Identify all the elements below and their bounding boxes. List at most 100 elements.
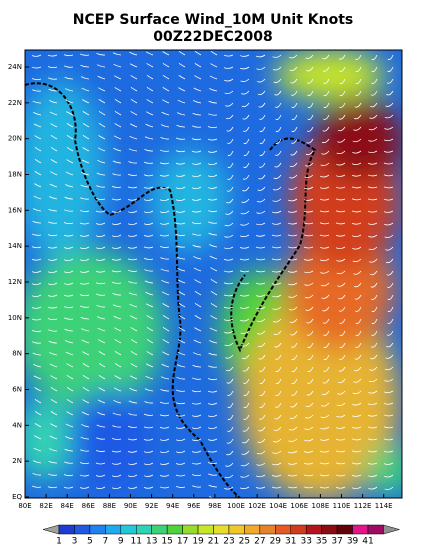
streamline [320,499,329,500]
streamline [25,91,26,92]
streamline [243,378,250,384]
streamline [143,486,154,489]
streamline [207,402,218,405]
streamline [192,244,202,248]
streamline [385,246,394,251]
streamline [63,234,74,237]
lat-label: EQ [12,493,22,501]
streamline [144,269,154,272]
streamline [175,198,186,201]
lon-label: 92E [145,502,158,510]
streamline [304,186,314,190]
streamline [223,246,234,250]
streamline [259,114,266,120]
streamline [159,234,170,237]
streamline [320,414,330,418]
streamline [130,338,138,344]
streamline [175,486,186,488]
streamline [336,150,346,155]
streamline [383,438,394,441]
streamline [31,294,42,297]
streamline [144,136,154,140]
streamline [275,114,282,120]
streamline [96,437,106,440]
streamline [241,198,250,203]
streamline [161,111,170,116]
streamline [367,462,378,465]
streamline [47,258,58,261]
streamline [129,375,138,380]
streamline [384,474,394,478]
streamline [31,330,42,332]
streamline [144,499,153,500]
streamline [258,102,266,108]
streamline [129,303,138,308]
colorbar: 1 3 5 7 9 11 13 15 17 19 21 23 25 27 29 31 33 35 37 39 41 [42,524,401,547]
streamline [82,99,90,104]
streamline [191,402,202,405]
streamline [128,499,137,500]
streamline [194,279,202,284]
streamline [128,292,138,296]
streamline [303,198,314,201]
streamline [114,339,122,344]
streamline [307,126,314,132]
streamline [371,294,378,300]
streamline [66,411,74,416]
streamline [127,186,138,189]
streamline [256,499,265,500]
streamline [82,122,90,128]
streamline [351,222,362,225]
streamline [288,426,298,431]
streamline [371,54,378,60]
streamline [208,352,218,356]
streamline [80,184,90,188]
streamline [34,135,42,140]
streamline [259,126,266,132]
streamline [25,114,26,115]
streamline [207,186,218,189]
streamline [25,307,26,308]
streamline [274,342,282,348]
streamline [305,162,314,167]
streamline [127,234,138,237]
streamline [291,138,298,144]
streamline [383,186,394,189]
streamline [352,402,362,406]
streamline [194,327,202,332]
streamline [178,339,186,344]
streamline [81,339,90,344]
streamline [239,294,250,297]
streamline [207,126,218,129]
streamline [258,354,266,360]
streamline [63,474,74,477]
streamline [353,114,362,120]
streamline [271,246,282,249]
streamline [303,222,314,225]
streamline [225,366,234,372]
streamline [275,378,282,384]
streamline [352,246,362,250]
streamline [63,282,74,285]
streamline [50,411,58,416]
streamline [274,150,282,156]
streamline [352,390,362,395]
streamline [383,138,394,142]
streamline [176,389,186,392]
colorbar-label: 39 [347,537,359,547]
streamline [322,126,330,132]
streamline [288,294,298,298]
streamline [95,486,106,489]
streamline [307,90,314,96]
streamline [323,90,330,96]
streamline [369,258,378,263]
streamline [66,147,74,152]
streamline [79,462,90,465]
streamline [323,366,330,372]
streamline [223,318,234,321]
streamline [162,351,170,356]
streamline [192,233,202,236]
streamline [323,78,330,84]
streamline [307,102,314,108]
streamline [290,390,298,396]
